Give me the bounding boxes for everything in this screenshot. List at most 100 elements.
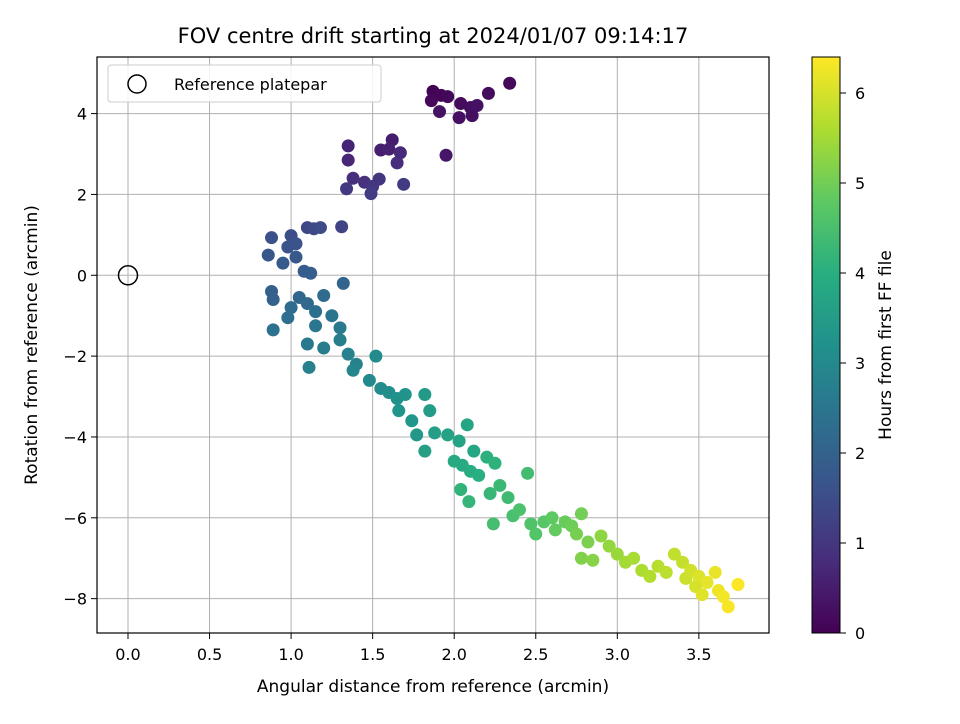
data-point — [266, 293, 280, 307]
data-point — [309, 305, 323, 319]
data-point — [346, 171, 360, 185]
data-point — [289, 250, 303, 264]
data-point — [676, 555, 690, 569]
data-point — [284, 301, 298, 315]
data-point — [586, 553, 600, 567]
data-point — [382, 142, 396, 156]
y-tick-label: 4 — [77, 105, 87, 124]
data-points — [117, 76, 745, 614]
y-axis-label: Rotation from reference (arcmin) — [22, 205, 42, 485]
data-point — [418, 444, 432, 458]
colorbar-tick-label: 6 — [855, 84, 865, 103]
data-point — [281, 240, 295, 254]
data-point — [529, 527, 543, 541]
y-tick-label: 2 — [77, 185, 87, 204]
data-point — [467, 444, 481, 458]
data-point — [369, 349, 383, 363]
data-point — [405, 414, 419, 428]
data-point — [700, 575, 714, 589]
data-point — [424, 94, 438, 108]
x-tick-label: 1.5 — [360, 645, 385, 664]
chart-title: FOV centre drift starting at 2024/01/07 … — [178, 24, 689, 48]
data-point — [393, 146, 407, 160]
data-point — [390, 156, 404, 170]
data-point — [581, 535, 595, 549]
x-tick-label: 3.0 — [605, 645, 630, 664]
data-point — [300, 337, 314, 351]
data-point — [602, 539, 616, 553]
data-point — [574, 551, 588, 565]
data-point — [695, 588, 709, 602]
data-point — [392, 404, 406, 418]
data-point — [545, 511, 559, 525]
data-point — [410, 428, 424, 442]
x-tick-label: 1.0 — [278, 645, 303, 664]
plot-frame — [96, 56, 770, 634]
colorbar-label: Hours from first FF file — [876, 250, 896, 440]
data-point — [333, 333, 347, 347]
reference-marker — [117, 265, 139, 286]
colorbar — [811, 56, 841, 634]
data-point — [340, 182, 354, 196]
data-point — [276, 256, 290, 270]
data-point — [325, 309, 339, 323]
data-point — [610, 547, 624, 561]
data-point — [454, 483, 468, 497]
legend-label: Reference platepar — [174, 75, 327, 94]
colorbar-tick-label: 0 — [855, 624, 865, 643]
data-point — [335, 220, 349, 234]
data-point — [317, 341, 331, 355]
data-point — [488, 456, 502, 470]
data-point — [503, 76, 517, 90]
data-point — [439, 148, 453, 162]
colorbar-tick-label: 3 — [855, 354, 865, 373]
data-point — [627, 551, 641, 565]
y-tick-label: −2 — [63, 347, 87, 366]
colorbar-tick-label: 4 — [855, 264, 865, 283]
data-point — [398, 388, 412, 402]
data-point — [481, 86, 495, 100]
colorbar-tick-label: 5 — [855, 174, 865, 193]
data-point — [521, 466, 535, 480]
data-point — [441, 90, 455, 104]
y-tick-label: −8 — [63, 590, 87, 609]
legend-marker-icon — [127, 74, 147, 94]
data-point — [667, 547, 681, 561]
data-point — [266, 323, 280, 337]
data-point — [483, 487, 497, 501]
colorbar-ticks: 0 1 2 3 4 5 6 — [840, 84, 865, 643]
x-tick-label: 0.0 — [115, 645, 140, 664]
data-point — [470, 99, 484, 113]
data-point — [512, 503, 526, 517]
data-point — [341, 347, 355, 361]
x-tick-label: 2.5 — [523, 645, 548, 664]
data-point — [309, 319, 323, 333]
data-point — [397, 177, 411, 191]
data-point — [423, 404, 437, 418]
y-tick-label: −6 — [63, 509, 87, 528]
data-point — [452, 111, 466, 125]
data-point — [341, 153, 355, 167]
data-point — [708, 565, 722, 579]
legend: Reference platepar — [107, 64, 382, 103]
data-point — [341, 139, 355, 153]
data-point — [362, 373, 376, 387]
data-point — [570, 527, 584, 541]
data-point — [548, 523, 562, 537]
colorbar-tick-label: 1 — [855, 534, 865, 553]
data-point — [721, 600, 735, 614]
x-axis-label: Angular distance from reference (arcmin) — [257, 677, 609, 697]
data-point — [472, 468, 486, 482]
x-tick-label: 0.5 — [197, 645, 222, 664]
y-axis-ticks: 4 2 0 −2 −4 −6 −8 — [63, 105, 97, 609]
x-tick-label: 3.5 — [686, 645, 711, 664]
grid-lines — [97, 57, 769, 633]
y-tick-label: 0 — [77, 266, 87, 285]
data-point — [300, 297, 314, 311]
data-point — [281, 311, 295, 325]
legend-box — [107, 64, 382, 103]
data-point — [346, 363, 360, 377]
data-point — [716, 590, 730, 604]
data-point — [486, 517, 500, 531]
